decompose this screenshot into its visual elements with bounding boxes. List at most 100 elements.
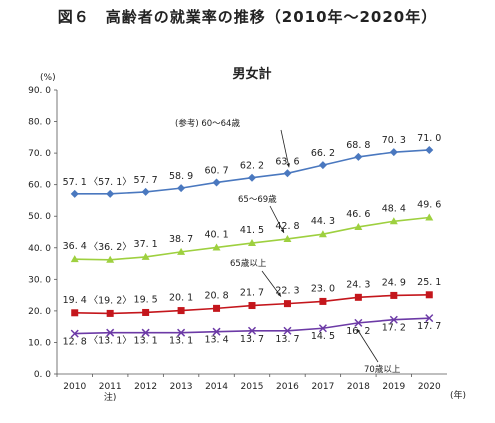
data-point xyxy=(177,247,186,255)
annotation-arrowhead xyxy=(357,328,361,333)
data-label: 13. 1 xyxy=(134,336,158,347)
data-point xyxy=(177,307,185,315)
x-tick-note: 注) xyxy=(104,391,117,403)
data-label: 19. 5 xyxy=(134,294,158,305)
data-point xyxy=(70,189,79,198)
data-point xyxy=(283,326,292,335)
data-point xyxy=(71,309,79,317)
data-label: 17. 2 xyxy=(382,323,406,334)
series-annotation: 65～69歳 xyxy=(238,194,277,205)
x-tick-label: 2016 xyxy=(276,382,299,392)
data-label: 22. 3 xyxy=(275,286,299,297)
data-label: 23. 0 xyxy=(311,283,335,294)
x-tick-label: 2018 xyxy=(347,382,370,392)
x-tick-label: 2020 xyxy=(418,382,441,392)
data-label: 〈19. 2〉 xyxy=(89,295,132,306)
data-label: 〈57. 1〉 xyxy=(89,177,132,188)
data-point xyxy=(389,148,398,157)
series-annotation: 70歳以上 xyxy=(364,364,401,375)
data-label: 21. 7 xyxy=(240,288,264,299)
data-label: 13. 7 xyxy=(275,334,299,345)
data-point xyxy=(70,329,79,338)
annotation-arrowhead xyxy=(286,163,290,168)
y-tick-label: 40. 0 xyxy=(28,244,51,254)
data-label: 20. 1 xyxy=(169,293,193,304)
y-tick-label: 10. 0 xyxy=(28,338,51,348)
data-point xyxy=(283,169,292,178)
data-label: 62. 2 xyxy=(240,161,264,172)
y-tick-label: 80. 0 xyxy=(28,118,51,128)
series-annotation: 65歳以上 xyxy=(230,258,267,269)
x-tick-label: 2015 xyxy=(241,382,264,392)
data-label: 49. 6 xyxy=(417,199,441,210)
y-tick-label: 50. 0 xyxy=(28,212,51,222)
y-unit-label: (%) xyxy=(40,73,56,83)
data-label: 37. 1 xyxy=(134,239,158,250)
data-label: 60. 7 xyxy=(204,165,228,176)
data-label: 71. 0 xyxy=(417,133,441,144)
data-label: 〈13. 1〉 xyxy=(89,336,132,347)
data-point xyxy=(212,178,221,187)
data-point xyxy=(318,161,327,170)
data-point xyxy=(390,291,398,299)
data-point xyxy=(70,255,79,263)
data-label: 38. 7 xyxy=(169,234,193,245)
annotation-arrowhead xyxy=(277,292,281,297)
y-tick-label: 90. 0 xyxy=(28,86,51,96)
x-unit-label: (年) xyxy=(450,389,466,401)
annotation-arrowhead xyxy=(280,228,284,233)
x-tick-label: 2010 xyxy=(63,382,86,392)
data-point xyxy=(318,230,327,238)
data-point xyxy=(212,327,221,336)
data-point xyxy=(248,173,256,182)
data-point xyxy=(142,308,150,316)
data-point xyxy=(141,252,150,260)
data-label: 25. 1 xyxy=(417,277,441,288)
data-label: 24. 3 xyxy=(346,279,370,290)
x-tick-label: 2019 xyxy=(382,382,405,392)
data-point xyxy=(106,309,114,317)
data-label: 66. 2 xyxy=(311,148,335,159)
data-label: 17. 7 xyxy=(417,321,441,332)
annotation-leader xyxy=(269,205,285,234)
data-label: 14. 5 xyxy=(311,331,335,342)
data-point xyxy=(319,297,327,305)
annotation-leader xyxy=(261,270,282,297)
data-label: 〈36. 2〉 xyxy=(89,242,132,253)
data-point xyxy=(425,145,434,154)
data-label: 12. 8 xyxy=(63,337,87,348)
data-label: 68. 8 xyxy=(346,140,370,151)
data-point xyxy=(389,217,398,225)
data-point xyxy=(283,300,291,308)
data-point xyxy=(354,152,363,161)
data-point xyxy=(389,315,398,324)
data-label: 13. 1 xyxy=(169,336,193,347)
data-point xyxy=(141,328,150,337)
data-label: 57. 7 xyxy=(134,175,158,186)
data-label: 42. 8 xyxy=(275,221,299,232)
data-point xyxy=(247,326,257,335)
data-label: 46. 6 xyxy=(346,209,370,220)
series-annotation: (参考) 60～64歳 xyxy=(175,118,240,129)
data-label: 13. 4 xyxy=(204,335,228,346)
x-tick-label: 2014 xyxy=(205,382,228,392)
data-point xyxy=(248,302,256,310)
data-point xyxy=(425,213,434,221)
figure-title: 図６ 高齢者の就業率の推移（2010年～2020年） xyxy=(57,8,438,26)
annotation-leader xyxy=(356,328,379,363)
data-point xyxy=(318,324,327,333)
data-label: 70. 3 xyxy=(382,135,406,146)
x-tick-label: 2013 xyxy=(170,382,193,392)
data-point xyxy=(283,234,292,242)
y-tick-label: 0. 0 xyxy=(34,370,51,380)
y-tick-label: 70. 0 xyxy=(28,149,51,159)
data-point xyxy=(141,187,150,196)
data-label: 48. 4 xyxy=(382,203,406,214)
data-point xyxy=(354,222,363,230)
data-point xyxy=(177,328,186,337)
series-line xyxy=(74,216,430,261)
data-label: 13. 7 xyxy=(240,334,264,345)
x-tick-label: 2011 xyxy=(99,382,122,392)
x-tick-label: 2017 xyxy=(311,382,334,392)
